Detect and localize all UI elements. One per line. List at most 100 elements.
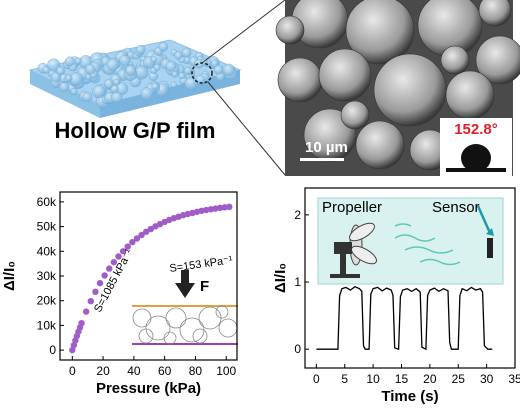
data-point [96,279,104,287]
inset-bubble [132,308,152,328]
x-tick-label: 0 [69,364,76,378]
inset-bubble [138,328,154,344]
film-bubble [170,81,178,89]
film-bubble [125,65,136,76]
sem-sphere [340,100,370,130]
data-point [216,204,224,212]
data-line [316,285,493,351]
data-point [129,238,136,246]
inset-bubble [198,306,222,330]
data-point [133,235,141,242]
film-bubble [158,41,169,52]
data-point [78,319,85,327]
film-bubble [113,78,120,86]
y-tick-label: 40k [37,244,57,258]
film-bubble [150,56,158,63]
data-point [119,248,127,255]
plot-frame [304,187,516,369]
film-bubble [183,66,192,75]
data-point [87,298,94,305]
inset-bubble [215,305,229,319]
scale-bar-label: 10 µm [305,139,348,156]
y-tick-label: 1 [294,275,301,289]
x-tick-label: 15 [395,372,409,386]
sem-sphere [355,120,405,170]
annotation: Sensor [432,199,480,216]
x-tick-label: 35 [508,372,520,386]
sem-image [275,0,520,176]
data-point [221,204,228,211]
film-bubble [165,60,177,72]
y-tick-label: 0 [294,342,301,356]
y-tick-label: 20k [37,294,57,308]
propeller-inset [317,197,504,285]
x-tick-label: 100 [216,364,236,378]
x-tick-label: 20 [423,372,437,386]
annotation: Propeller [322,199,382,216]
x-tick-label: 20 [96,364,110,378]
inset-bubble [179,317,205,343]
film-bubble [74,57,82,65]
film-bubble [213,64,224,75]
y-axis-label: ΔI/I₀ [272,263,289,293]
inset-bubble [192,328,208,344]
x-tick-label: 80 [189,364,203,378]
sem-sphere [475,35,520,85]
inset-bubble [165,307,187,329]
sem-sphere [318,48,372,102]
data-point [82,308,90,315]
data-point [69,346,76,354]
film-bubble [64,56,75,67]
data-point [147,225,155,233]
data-point [92,288,99,296]
film-bubble [119,54,131,67]
data-point [110,258,118,266]
film-bubble [82,92,93,102]
film-bubble [174,51,183,60]
film-bubble [135,44,146,55]
x-tick-label: 0 [313,372,320,386]
film-bubble [70,87,78,96]
data-point [101,272,108,279]
sem-sphere [373,53,447,127]
film-bubble [65,74,73,82]
film-bubble [103,78,114,89]
film-bubble [111,91,123,104]
pressure-inset [132,270,238,345]
x-tick-label: 5 [341,372,348,386]
y-tick-label: 30k [37,269,57,283]
annotation: F [200,278,209,295]
film-bubble [181,47,192,58]
data-point [226,203,233,211]
contact-angle: 152.8° [454,121,498,138]
data-point [115,253,122,260]
film-bubble [92,85,106,99]
x-tick-label: 60 [158,364,172,378]
x-axis-label: Time (s) [381,388,438,404]
y-tick-label: 0 [49,343,56,357]
film-bubble [153,63,161,71]
x-tick-label: 25 [452,372,466,386]
film-bubble [151,82,159,91]
film-bubble [140,87,154,101]
sem-sphere [345,0,415,65]
x-tick-label: 30 [480,372,494,386]
film-label: Hollow G/P film [55,118,216,143]
sem-sphere [445,70,495,120]
inset-bubble [163,331,177,345]
y-tick-label: 2 [294,208,301,222]
data-point [142,228,150,235]
inset-bubble [218,318,238,338]
sem-sphere [440,45,470,75]
inset-bubble [145,315,171,341]
y-tick-label: 60k [37,195,57,209]
film-bubble [184,76,198,91]
sem-sphere [275,15,305,45]
sem-sphere [277,57,323,103]
film-bubble [59,82,70,93]
annotation: S=153 kPa⁻¹ [169,254,234,275]
film-bubble [171,71,179,78]
y-tick-label: 50k [37,220,57,234]
